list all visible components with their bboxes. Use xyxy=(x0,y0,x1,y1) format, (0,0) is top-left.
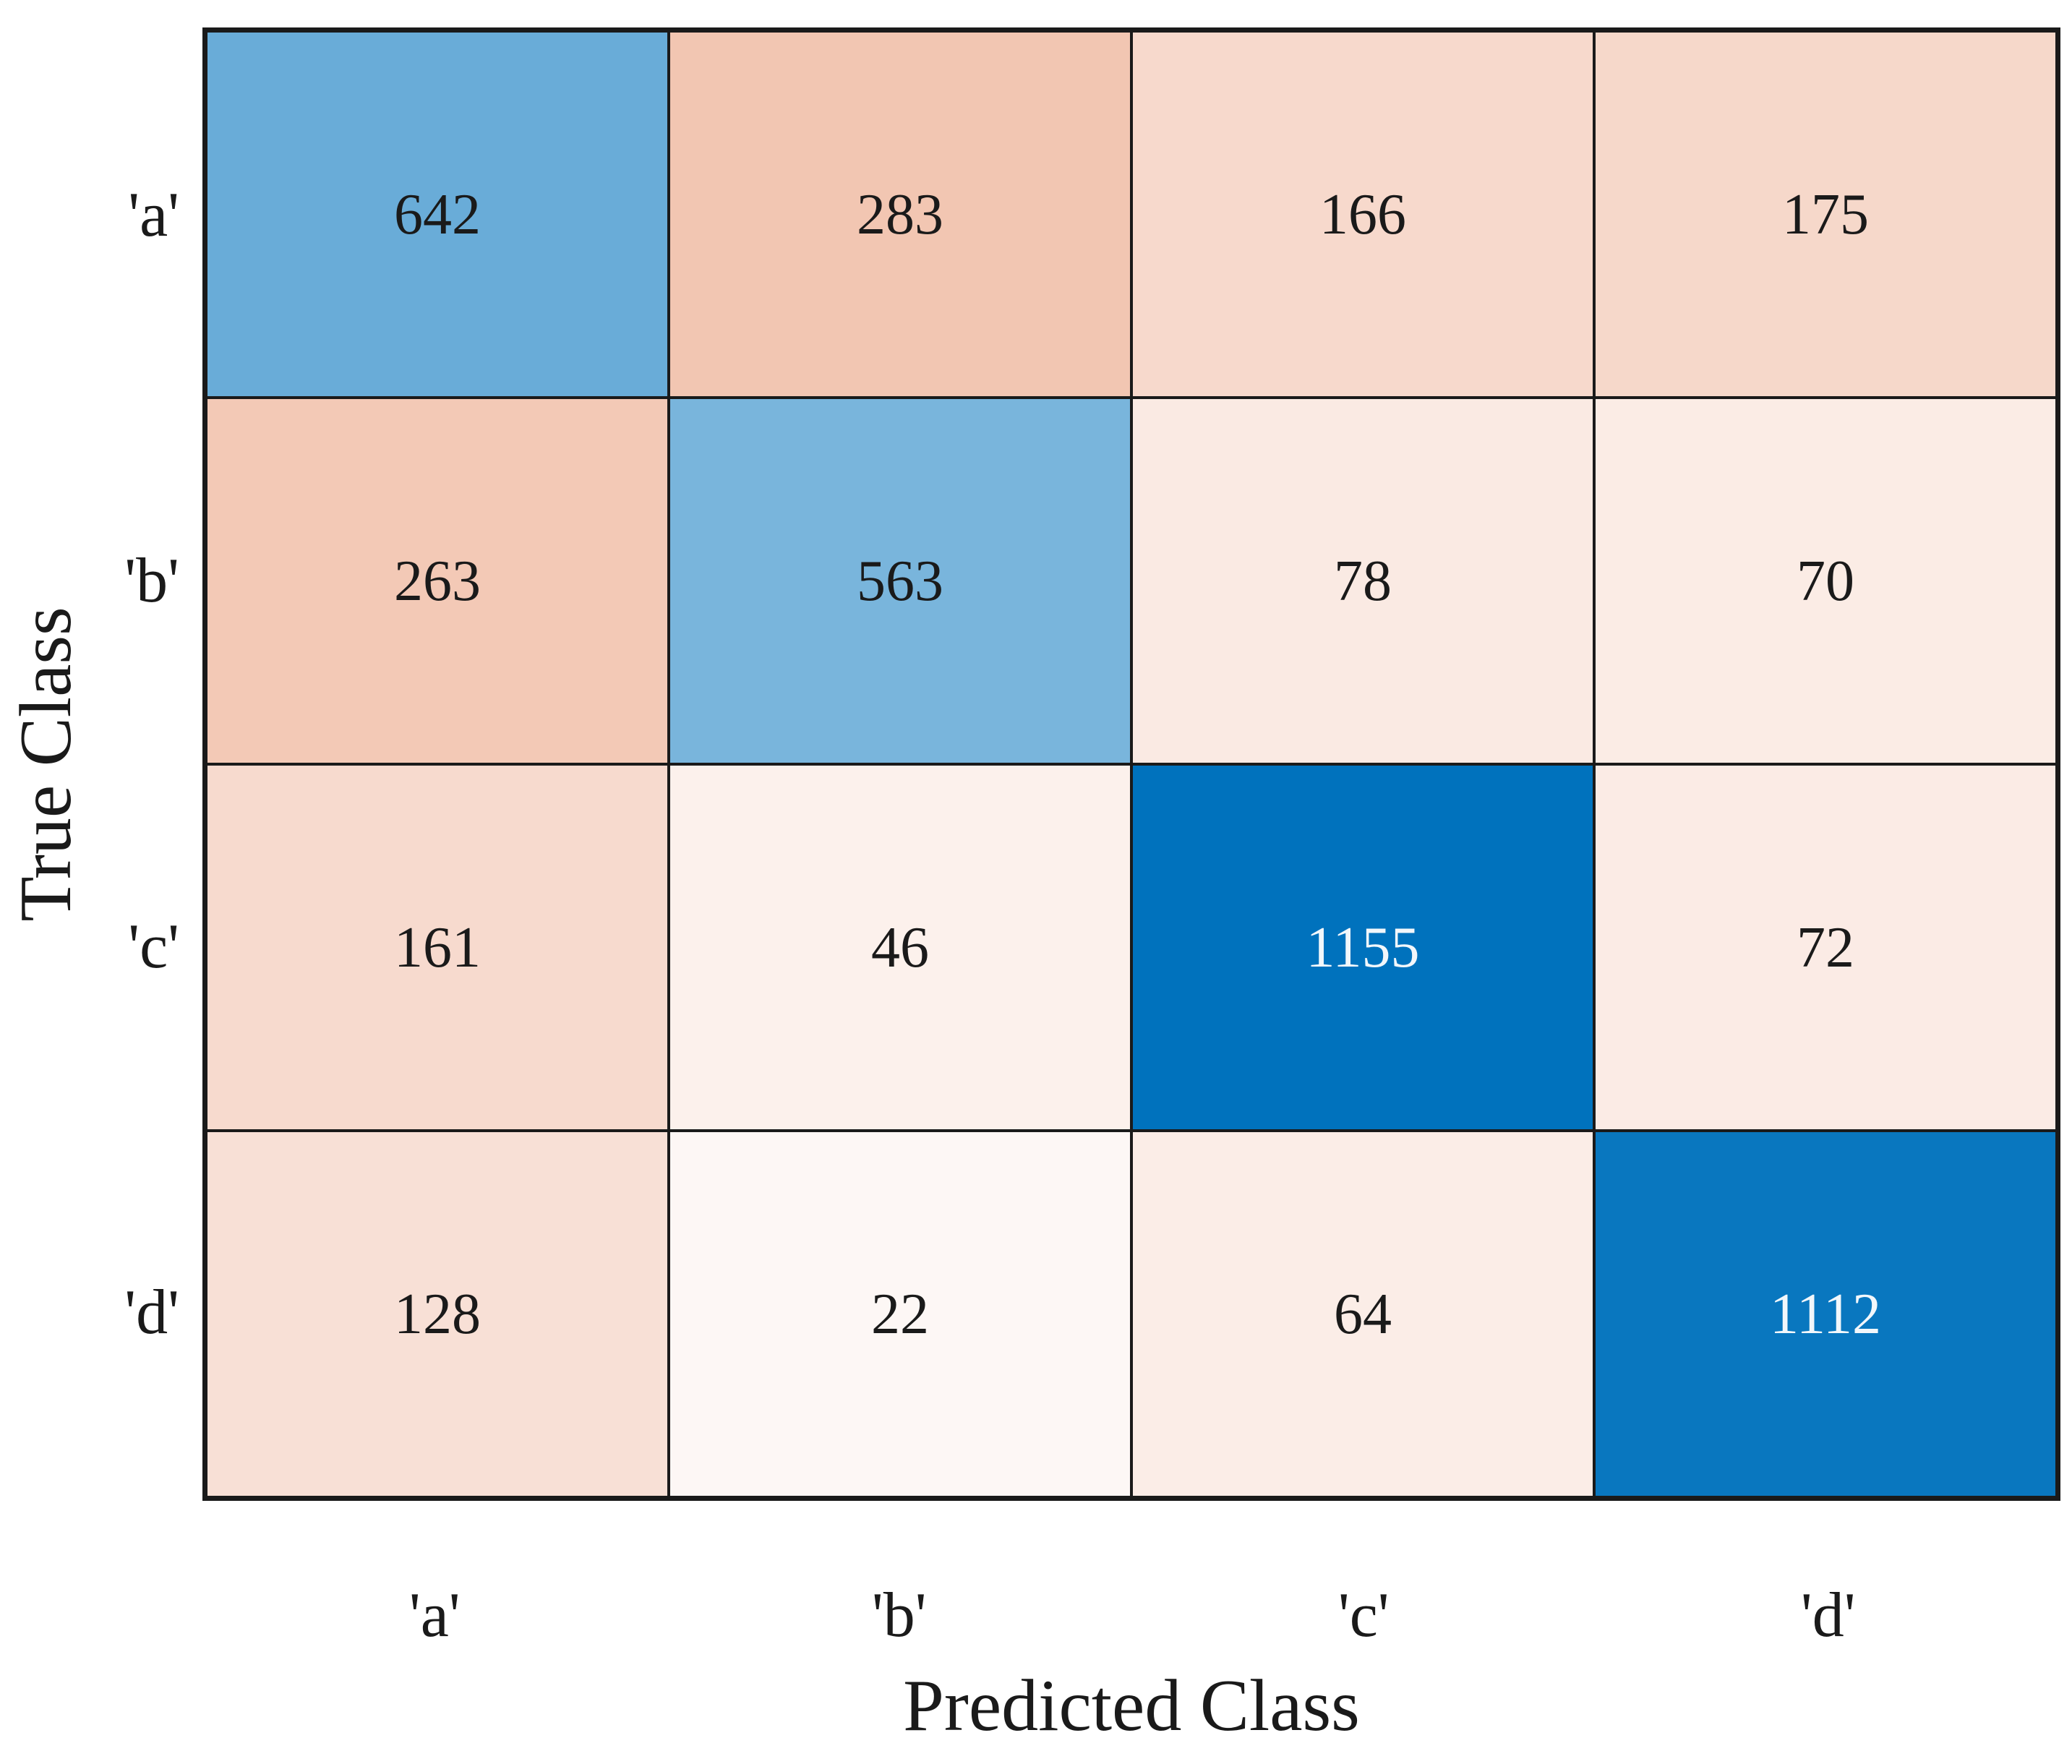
x-tick-c: 'c' xyxy=(1337,1580,1390,1650)
y-tick-c: 'c' xyxy=(128,912,179,982)
y-axis-tick-labels: 'a' 'b' 'c' 'd' xyxy=(0,27,179,1501)
y-tick-a: 'a' xyxy=(128,180,179,250)
x-tick-a: 'a' xyxy=(408,1580,461,1650)
cell-a-c: 166 xyxy=(1133,33,1593,396)
cell-a-a: 642 xyxy=(207,33,667,396)
confusion-matrix-grid: 642 283 166 175 263 563 78 70 161 46 1155 72 128 22 64… xyxy=(202,27,2060,1501)
cell-c-a: 161 xyxy=(207,766,667,1129)
cell-a-b: 283 xyxy=(670,33,1130,396)
cell-c-d: 72 xyxy=(1596,766,2055,1129)
cell-b-b: 563 xyxy=(670,399,1130,763)
cell-c-c: 1155 xyxy=(1133,766,1593,1129)
y-tick-b: 'b' xyxy=(124,546,179,616)
cell-d-a: 128 xyxy=(207,1132,667,1496)
cell-c-b: 46 xyxy=(670,766,1130,1129)
cell-b-a: 263 xyxy=(207,399,667,763)
x-tick-d: 'd' xyxy=(1800,1580,1856,1650)
cell-d-b: 22 xyxy=(670,1132,1130,1496)
x-axis-tick-labels: 'a' 'b' 'c' 'd' xyxy=(202,1565,2060,1666)
x-axis-title: Predicted Class xyxy=(903,1665,1360,1747)
y-tick-d: 'd' xyxy=(124,1277,179,1348)
cell-b-c: 78 xyxy=(1133,399,1593,763)
cell-d-c: 64 xyxy=(1133,1132,1593,1496)
x-tick-b: 'b' xyxy=(871,1580,927,1650)
cell-a-d: 175 xyxy=(1596,33,2055,396)
cell-b-d: 70 xyxy=(1596,399,2055,763)
cell-d-d: 1112 xyxy=(1596,1132,2055,1496)
